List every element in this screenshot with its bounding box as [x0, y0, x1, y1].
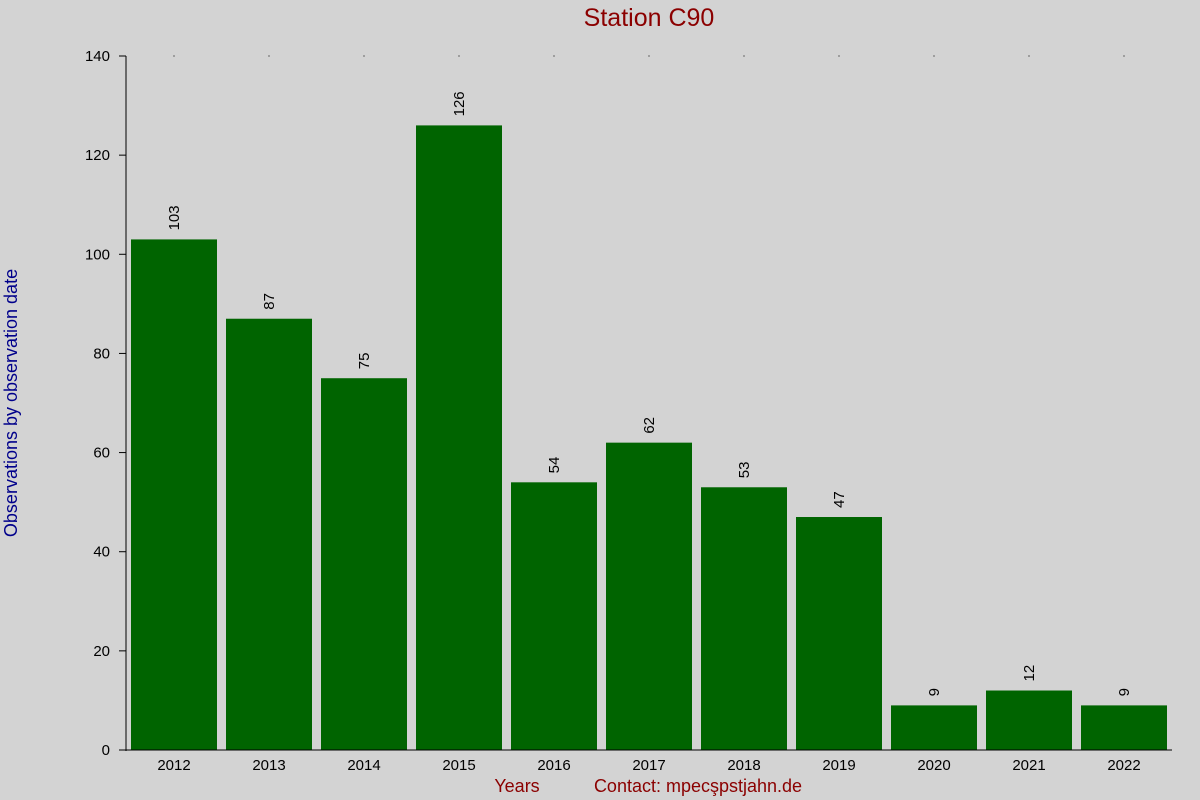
top-marker-2014 [363, 55, 365, 57]
x-tick-label-2021: 2021 [1012, 757, 1045, 774]
bar-2012 [131, 239, 217, 750]
bar-2017 [606, 442, 692, 750]
bar-2020 [891, 705, 977, 750]
x-tick-label-2014: 2014 [347, 757, 380, 774]
x-tick-label-2015: 2015 [442, 757, 475, 774]
top-marker-2013 [268, 55, 270, 57]
value-label-2022: 9 [1116, 688, 1133, 696]
footer-contact: Contact: mpecşpstjahn.de [594, 776, 802, 796]
axes-layer: 2012 2013 2014 2015 2016 2017 2018 2019 2020 2021… [85, 48, 1172, 774]
y-tick-label-140: 140 [85, 48, 110, 65]
bar-2016 [511, 482, 597, 750]
x-tick-label-2020: 2020 [917, 757, 950, 774]
y-tick-label-20: 20 [93, 643, 110, 660]
top-marker-2022 [1123, 55, 1125, 57]
value-label-2019: 47 [831, 491, 848, 508]
y-tick-label-40: 40 [93, 544, 110, 561]
value-label-2014: 75 [356, 353, 373, 370]
y-tick-label-0: 0 [102, 742, 110, 759]
x-tick-label-2018: 2018 [727, 757, 760, 774]
value-label-2021: 12 [1021, 665, 1038, 682]
top-marker-2017 [648, 55, 650, 57]
chart-title: Station C90 [584, 4, 715, 32]
top-marker-2015 [458, 55, 460, 57]
x-tick-label-2017: 2017 [632, 757, 665, 774]
y-tick-label-80: 80 [93, 345, 110, 362]
x-tick-label-2019: 2019 [822, 757, 855, 774]
x-axis-title: Years [494, 776, 539, 796]
top-marker-2012 [173, 55, 175, 57]
x-tick-label-2022: 2022 [1107, 757, 1140, 774]
value-label-2017: 62 [641, 417, 658, 434]
top-marker-2020 [933, 55, 935, 57]
y-tick-label-120: 120 [85, 147, 110, 164]
y-tick-label-100: 100 [85, 246, 110, 263]
bar-2021 [986, 690, 1072, 750]
bar-2014 [321, 378, 407, 750]
bar-2018 [701, 487, 787, 750]
top-marker-2016 [553, 55, 555, 57]
x-tick-label-2013: 2013 [252, 757, 285, 774]
y-axis-title: Observations by observation date [1, 269, 21, 537]
value-label-2018: 53 [736, 462, 753, 479]
value-label-2016: 54 [546, 457, 563, 474]
y-tick-label-60: 60 [93, 445, 110, 462]
x-tick-label-2012: 2012 [157, 757, 190, 774]
top-marker-2021 [1028, 55, 1030, 57]
bar-2022 [1081, 705, 1167, 750]
value-label-2020: 9 [926, 688, 943, 696]
bar-2019 [796, 517, 882, 750]
top-marker-2018 [743, 55, 745, 57]
bar-2015 [416, 125, 502, 750]
x-tick-label-2016: 2016 [537, 757, 570, 774]
bars-layer: 103 87 75 126 54 62 53 47 9 12 9 [131, 91, 1167, 750]
value-label-2012: 103 [166, 205, 183, 230]
value-label-2015: 126 [451, 91, 468, 116]
top-marker-2019 [838, 55, 840, 57]
value-label-2013: 87 [261, 293, 278, 310]
bar-2013 [226, 318, 312, 750]
